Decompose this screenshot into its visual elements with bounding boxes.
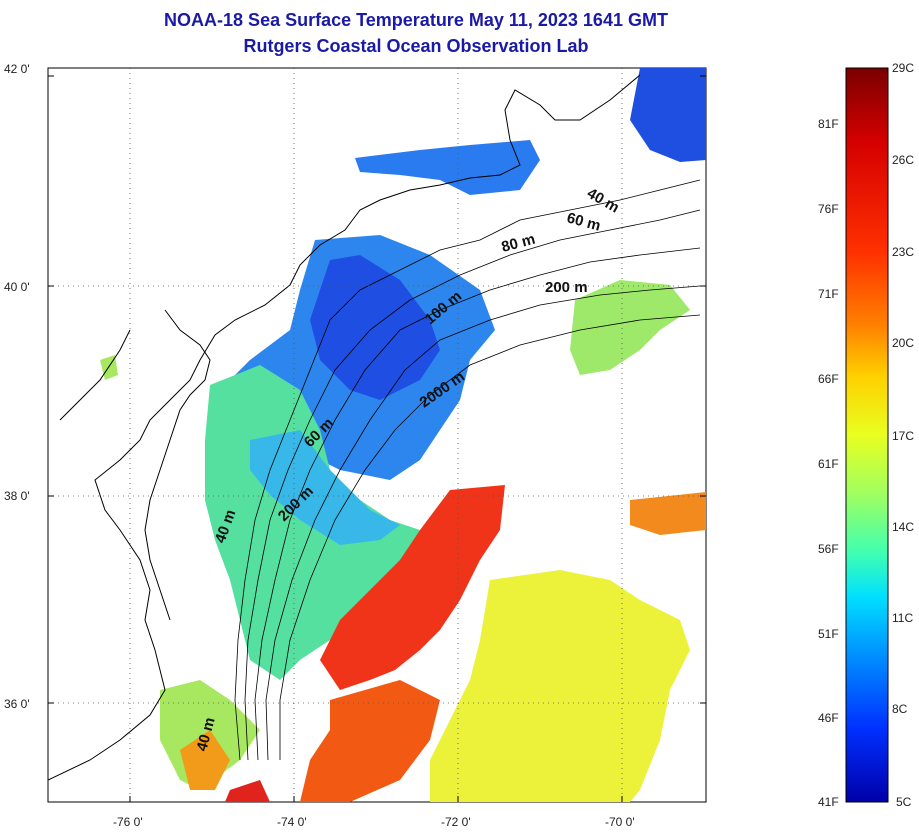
sst-overlay: 40 m 60 m 80 m 200 m 100 m 2000 m 60 m 2… xyxy=(48,68,706,802)
colorbar-f-label: 61F xyxy=(818,457,839,471)
axis-ticks xyxy=(48,75,706,802)
lon-label: -70 0' xyxy=(605,815,635,829)
colorbar-c-label: 14C xyxy=(892,520,914,534)
colorbar-f-label: 41F xyxy=(818,795,839,809)
lon-label: -76 0' xyxy=(113,815,143,829)
contour-40m xyxy=(234,179,701,761)
colorbar-c-labels: 29C 26C 23C 20C 17C 14C 11C 8C 5C xyxy=(892,61,914,809)
colorbar xyxy=(845,67,889,803)
sst-patch-pamlico xyxy=(180,730,230,790)
sst-patch-gulf-stream xyxy=(320,485,505,690)
sst-patch-mab-cold xyxy=(310,255,440,400)
colorbar-f-labels: 81F 76F 71F 66F 61F 56F 51F 46F 41F xyxy=(818,117,839,809)
map-title: NOAA-18 Sea Surface Temperature May 11, … xyxy=(164,10,668,30)
contour-60m xyxy=(244,209,701,761)
colorbar-c-label: 20C xyxy=(892,336,914,350)
colorbar-f-label: 66F xyxy=(818,372,839,386)
lat-label: 36 0' xyxy=(4,697,30,711)
colorbar-c-label: 23C xyxy=(892,245,914,259)
coastline xyxy=(48,74,641,781)
sst-patch-gulf-stream-south xyxy=(300,680,440,802)
sst-patch-east-green xyxy=(570,280,690,375)
colorbar-f-label: 51F xyxy=(818,627,839,641)
sst-patch-offshore-warm xyxy=(430,570,690,802)
lat-label: 40 0' xyxy=(4,280,30,294)
colorbar-f-label: 46F xyxy=(818,711,839,725)
contour-80m xyxy=(254,247,701,761)
colorbar-f-label: 71F xyxy=(818,287,839,301)
colorbar-c-label: 5C xyxy=(896,795,912,809)
sst-patch-south-red xyxy=(225,780,270,802)
colorbar-c-label: 11C xyxy=(892,611,913,625)
lon-label: -74 0' xyxy=(277,815,307,829)
sst-patch-cold-northeast xyxy=(630,68,706,162)
chesapeake-shore xyxy=(144,309,211,621)
lat-label: 42 0' xyxy=(4,62,30,76)
colorbar-c-label: 29C xyxy=(892,61,914,75)
lat-label: 38 0' xyxy=(4,489,30,503)
contour-2000m xyxy=(279,314,701,760)
map-subtitle: Rutgers Coastal Ocean Observation Lab xyxy=(243,36,589,56)
sst-patch-midshelf xyxy=(250,430,400,545)
sst-patch-sne-shelf xyxy=(355,140,540,195)
colorbar-f-label: 56F xyxy=(818,542,839,556)
river-shore xyxy=(59,329,131,421)
colorbar-f-label: 76F xyxy=(818,202,839,216)
colorbar-c-label: 26C xyxy=(892,153,914,167)
sst-patch-east-orange xyxy=(630,492,706,535)
contour-200m xyxy=(265,285,701,761)
colorbar-c-label: 17C xyxy=(892,429,914,443)
colorbar-f-label: 81F xyxy=(818,117,839,131)
lon-label: -72 0' xyxy=(441,815,471,829)
colorbar-c-label: 8C xyxy=(892,702,908,716)
contour-label: 200 m xyxy=(545,279,588,296)
